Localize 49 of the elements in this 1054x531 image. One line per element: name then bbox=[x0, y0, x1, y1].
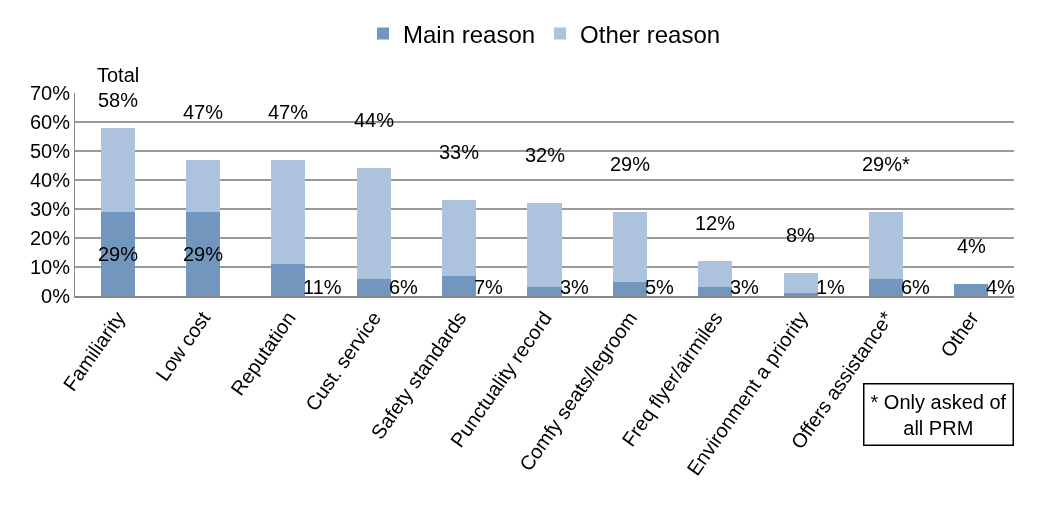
total-label: 12% bbox=[695, 212, 736, 234]
y-tick-label: 0% bbox=[41, 285, 71, 307]
bar bbox=[356, 278, 391, 296]
legend-label: Main reason bbox=[403, 20, 536, 48]
data-label: 6% bbox=[901, 276, 931, 298]
bar bbox=[868, 278, 904, 296]
bar bbox=[271, 264, 306, 296]
bar bbox=[783, 293, 818, 296]
bar bbox=[527, 203, 562, 288]
data-label: 3% bbox=[730, 276, 760, 298]
text: Total bbox=[97, 64, 140, 86]
bar bbox=[271, 159, 306, 265]
bar bbox=[783, 272, 818, 294]
total-label: 4% bbox=[957, 235, 987, 257]
total-label: 58% bbox=[98, 89, 139, 111]
data-label: 7% bbox=[474, 276, 504, 298]
data-label: 1% bbox=[816, 276, 846, 298]
bar bbox=[442, 275, 477, 296]
total-label: 33% bbox=[439, 141, 480, 163]
total-label: 47% bbox=[268, 101, 309, 123]
bar bbox=[612, 281, 647, 296]
total-label: 32% bbox=[525, 144, 566, 166]
bar bbox=[356, 168, 391, 279]
y-tick-label: 40% bbox=[29, 169, 71, 191]
bar bbox=[100, 127, 135, 212]
bar bbox=[698, 287, 733, 296]
y-tick-label: 70% bbox=[29, 82, 71, 104]
total-label: 8% bbox=[786, 224, 816, 246]
data-label: 5% bbox=[645, 276, 675, 298]
total-label: 29%* bbox=[862, 153, 911, 175]
bar bbox=[442, 200, 477, 276]
data-label: 3% bbox=[560, 276, 590, 298]
y-tick-label: 60% bbox=[29, 111, 71, 133]
bar bbox=[868, 211, 904, 279]
bar bbox=[698, 261, 733, 288]
bar bbox=[527, 287, 562, 296]
total-label: 47% bbox=[183, 101, 224, 123]
legend-label: Other reason bbox=[580, 20, 721, 48]
data-label: 4% bbox=[986, 276, 1016, 298]
data-label: 11% bbox=[303, 276, 342, 298]
y-tick-label: 30% bbox=[29, 198, 71, 220]
bar bbox=[612, 211, 647, 282]
total-label: 44% bbox=[354, 109, 395, 131]
y-tick-label: 20% bbox=[29, 227, 71, 249]
total-label: 29% bbox=[610, 153, 651, 175]
bar bbox=[185, 159, 221, 212]
data-label: 6% bbox=[389, 276, 419, 298]
y-tick-label: 50% bbox=[29, 140, 71, 162]
y-tick-label: 10% bbox=[29, 256, 71, 278]
